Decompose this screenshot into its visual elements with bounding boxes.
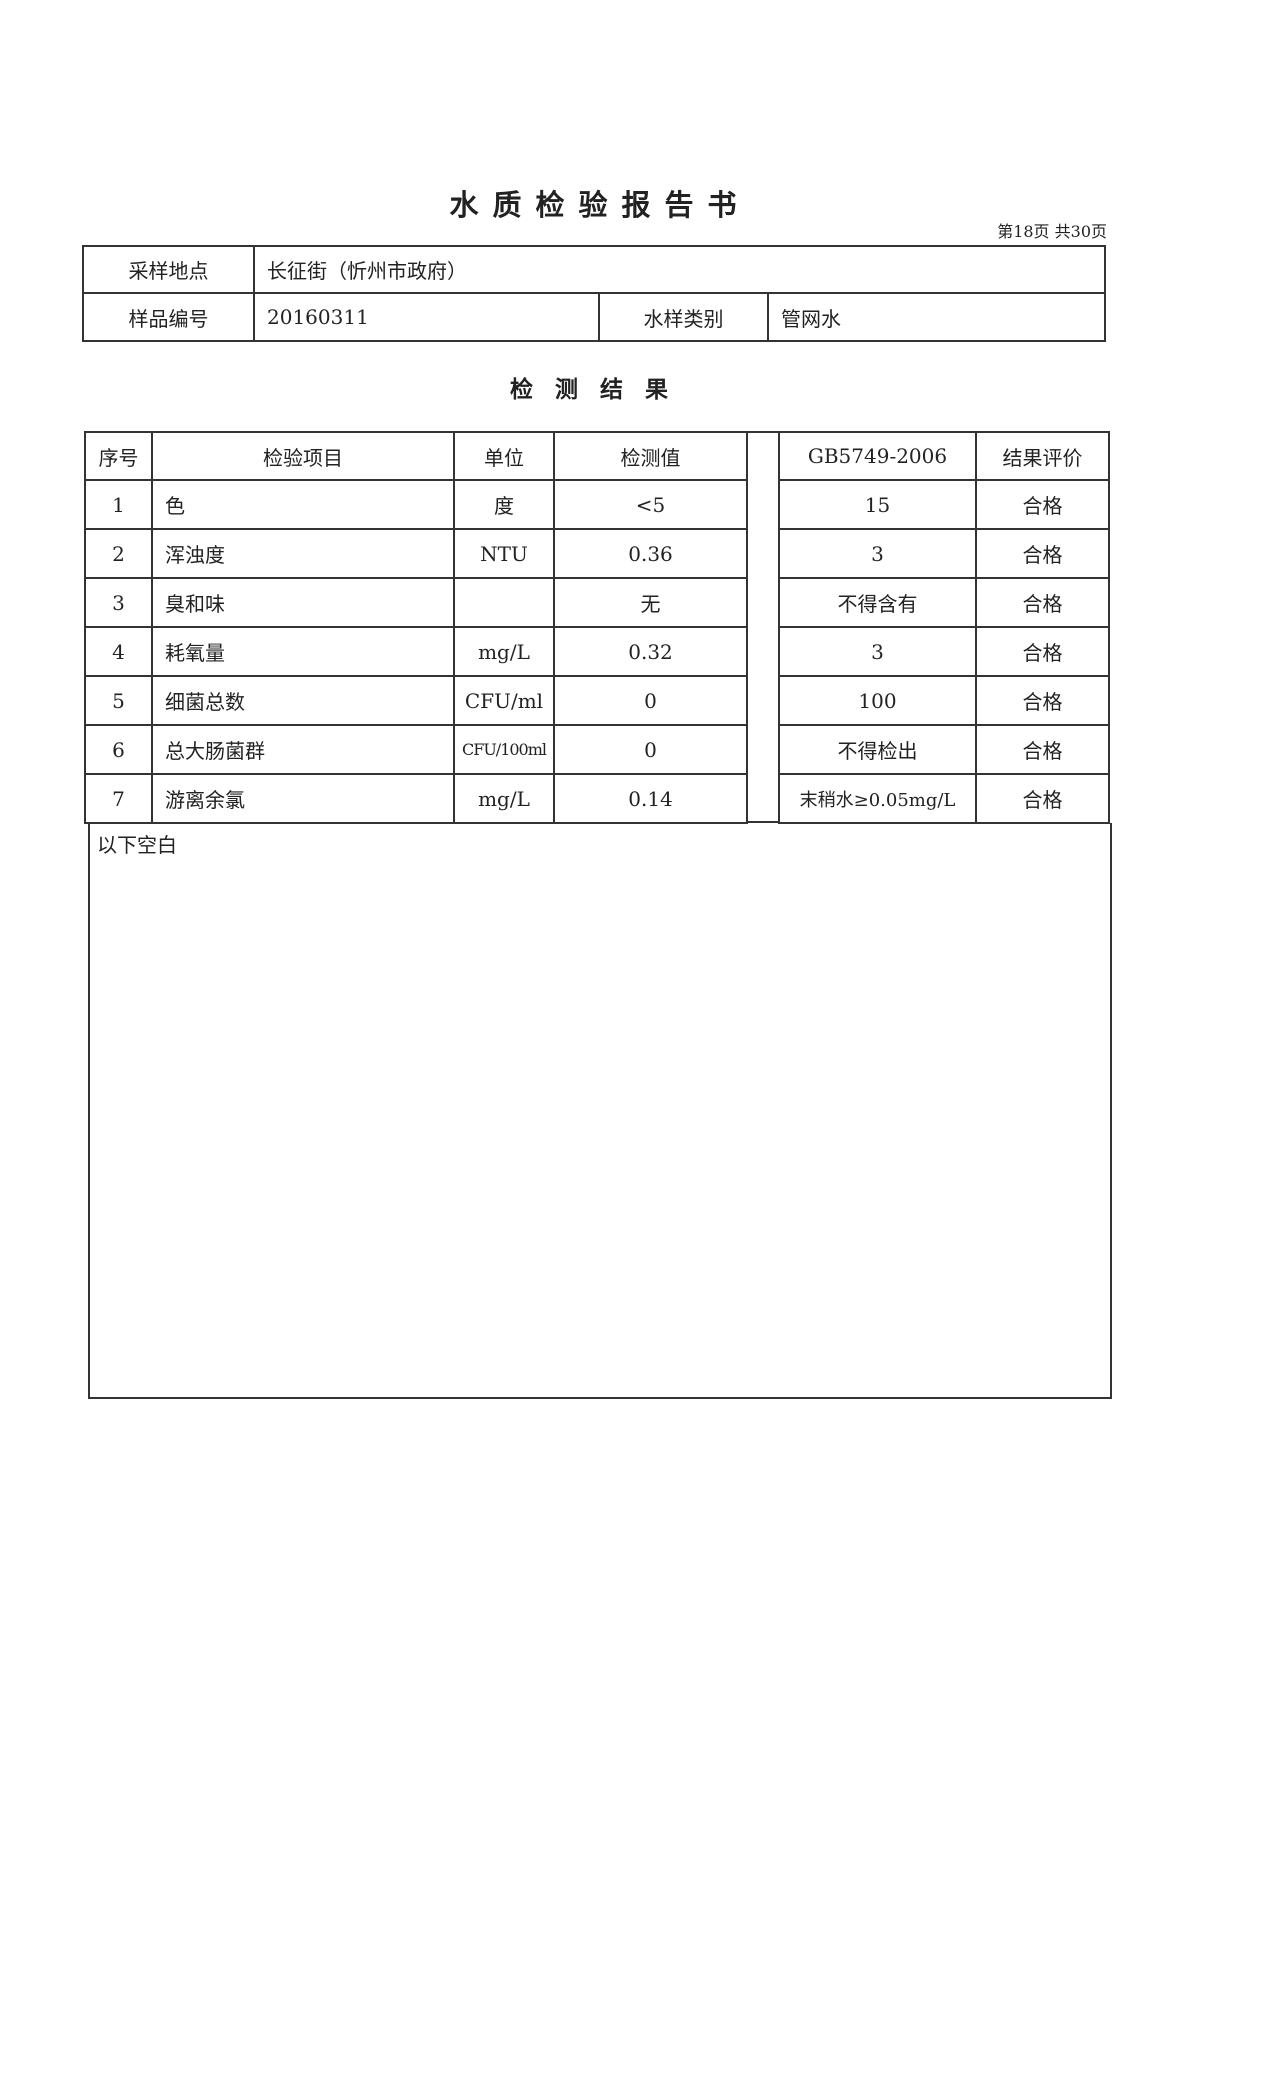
sample-no-value: 20160311 xyxy=(253,292,600,342)
results-table-left: 序号 检验项目 单位 检测值 1 色度 <5 2 浑浊度 NTU 0.36 3 臭和味无 4 耗氧量… xyxy=(84,431,748,824)
cell-no: 4 xyxy=(84,626,153,677)
blank-area: 以下空白 xyxy=(88,823,1112,1399)
section-title: 检测结果 xyxy=(510,377,690,403)
cell-item: 耗氧量 xyxy=(151,626,455,677)
cell-unit: CFU/ml xyxy=(453,675,555,726)
table-row: 3 合格 xyxy=(778,626,1110,677)
cell-evaluation: 合格 xyxy=(975,479,1110,530)
cell-no: 1 xyxy=(84,479,153,530)
location-label: 采样地点 xyxy=(82,245,255,294)
cell-item: 色 xyxy=(151,479,455,530)
cell-item: 总大肠菌群 xyxy=(151,724,455,775)
cell-unit: 度 xyxy=(453,479,555,530)
cell-standard: 不得检出 xyxy=(778,724,977,775)
cell-standard: 3 xyxy=(778,626,977,677)
cell-evaluation: 合格 xyxy=(975,528,1110,579)
sample-no-label: 样品编号 xyxy=(82,292,255,342)
cell-standard: 不得含有 xyxy=(778,577,977,628)
cell-item: 浑浊度 xyxy=(151,528,455,579)
page-number: 第18页 共30页 xyxy=(997,222,1107,241)
header-evaluation: 结果评价 xyxy=(975,431,1110,481)
header-standard: GB5749-2006 xyxy=(778,431,977,481)
cell-value: 0 xyxy=(553,724,748,775)
header-item: 检验项目 xyxy=(151,431,455,481)
column-gap xyxy=(746,431,778,823)
cell-standard: 15 xyxy=(778,479,977,530)
cell-value: 0.36 xyxy=(553,528,748,579)
cell-value: 0.14 xyxy=(553,773,748,824)
table-row: 4 耗氧量 mg/L 0.32 xyxy=(84,626,748,677)
table-row: 末稍水≥0.05mg/L 合格 xyxy=(778,773,1110,824)
cell-evaluation: 合格 xyxy=(975,675,1110,726)
table-row: 15 合格 xyxy=(778,479,1110,530)
table-row: 3 臭和味 无 xyxy=(84,577,748,628)
table-row: 2 浑浊度 NTU 0.36 xyxy=(84,528,748,579)
cell-no: 2 xyxy=(84,528,153,579)
cell-item: 臭和味 xyxy=(151,577,455,628)
cell-value: 0 xyxy=(553,675,748,726)
cell-unit: mg/L xyxy=(453,626,555,677)
cell-unit: NTU xyxy=(453,528,555,579)
header-value: 检测值 xyxy=(553,431,748,481)
cell-value: 0.32 xyxy=(553,626,748,677)
water-type-label: 水样类别 xyxy=(598,292,769,342)
cell-item: 细菌总数 xyxy=(151,675,455,726)
cell-evaluation: 合格 xyxy=(975,724,1110,775)
results-table-right: GB5749-2006 结果评价 15 合格 3 合格 不得含有 合格 3 合格 100 合格 不得… xyxy=(778,431,1110,824)
water-type-value: 管网水 xyxy=(766,292,1107,342)
cell-standard: 3 xyxy=(778,528,977,579)
table-row: 不得含有 合格 xyxy=(778,577,1110,628)
cell-evaluation: 合格 xyxy=(975,577,1110,628)
table-row: 5 细菌总数 CFU/ml 0 xyxy=(84,675,748,726)
sample-info-table: 采样地点 长征街（忻州市政府） 样品编号 20160311 水样类别 管网水 xyxy=(82,245,1107,342)
table-row: 1 色度 <5 xyxy=(84,479,748,530)
cell-standard: 末稍水≥0.05mg/L xyxy=(778,773,977,824)
header-unit: 单位 xyxy=(453,431,555,481)
cell-value: <5 xyxy=(553,479,748,530)
cell-unit xyxy=(453,577,555,628)
table-row: 6 总大肠菌群 CFU/100ml 0 xyxy=(84,724,748,775)
location-value: 长征街（忻州市政府） xyxy=(252,245,1107,294)
cell-evaluation: 合格 xyxy=(975,626,1110,677)
table-row: 7 游离余氯 mg/L 0.14 xyxy=(84,773,748,824)
report-title: 水质检验报告书 xyxy=(449,188,751,222)
cell-item: 游离余氯 xyxy=(151,773,455,824)
cell-no: 3 xyxy=(84,577,153,628)
cell-no: 6 xyxy=(84,724,153,775)
cell-value: 无 xyxy=(553,577,748,628)
cell-evaluation: 合格 xyxy=(975,773,1110,824)
cell-no: 5 xyxy=(84,675,153,726)
cell-standard: 100 xyxy=(778,675,977,726)
table-row: 100 合格 xyxy=(778,675,1110,726)
cell-no: 7 xyxy=(84,773,153,824)
table-row: 不得检出 合格 xyxy=(778,724,1110,775)
cell-unit: CFU/100ml xyxy=(453,724,555,775)
header-no: 序号 xyxy=(84,431,153,481)
cell-unit: mg/L xyxy=(453,773,555,824)
footer-note: 以下空白 xyxy=(97,833,177,857)
table-row: 3 合格 xyxy=(778,528,1110,579)
